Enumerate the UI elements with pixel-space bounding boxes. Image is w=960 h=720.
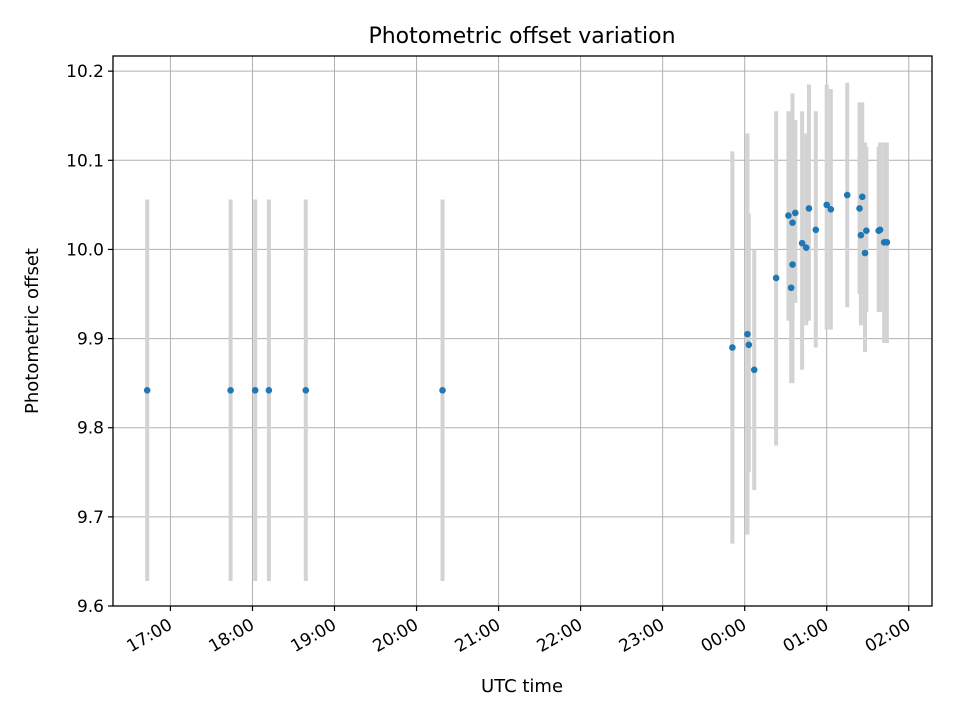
x-tick-label: 00:00	[698, 615, 750, 657]
data-point	[789, 261, 796, 268]
x-tick-label: 19:00	[288, 615, 340, 657]
y-tick-label: 10.1	[66, 151, 104, 171]
x-tick-label: 21:00	[452, 615, 504, 657]
data-point	[863, 227, 870, 235]
data-point	[789, 219, 796, 226]
y-tick-label: 9.8	[77, 419, 104, 439]
data-point	[798, 239, 806, 247]
y-tick-label: 9.9	[77, 330, 104, 350]
data-point	[227, 386, 234, 394]
plot-frame	[112, 55, 933, 607]
data-point	[843, 191, 851, 199]
data-point	[805, 205, 813, 212]
data-point	[791, 209, 799, 217]
data-point	[772, 274, 780, 282]
data-point	[812, 226, 820, 234]
data-point	[857, 231, 865, 239]
data-point	[745, 341, 753, 349]
data-point	[883, 239, 891, 246]
y-tick-label: 10.0	[66, 240, 104, 260]
data-point	[823, 201, 831, 209]
x-axis-label: UTC time	[481, 676, 563, 697]
data-point	[827, 206, 835, 213]
x-tick-label: 23:00	[616, 615, 668, 657]
data-point	[143, 386, 151, 394]
data-point	[251, 386, 259, 394]
data-point	[750, 366, 758, 374]
error-bars	[145, 82, 889, 582]
data-points	[143, 191, 891, 394]
data-point	[802, 244, 810, 251]
x-tick-label: 17:00	[123, 615, 175, 657]
y-axis-label: Photometric offset	[22, 248, 43, 414]
data-point	[439, 386, 446, 394]
x-tick-label: 01:00	[780, 615, 832, 657]
data-point	[856, 205, 863, 212]
x-axis-ticks: 17:00 18:00 19:00 20:00 21:00 22:00 23:00 00:00…	[123, 606, 914, 657]
data-point	[787, 284, 795, 292]
x-tick-label: 22:00	[534, 615, 586, 657]
y-axis-ticks: 9.6 9.7 9.8 9.9 10.0 10.1 10.2	[66, 62, 113, 617]
data-point	[785, 212, 792, 219]
x-tick-label: 02:00	[862, 615, 914, 657]
data-point	[876, 226, 884, 234]
data-point	[744, 330, 751, 338]
data-point	[861, 249, 869, 257]
chart-title: Photometric offset variation	[368, 24, 675, 49]
data-point	[858, 193, 866, 201]
data-point	[729, 344, 736, 351]
data-point	[265, 386, 273, 394]
x-tick-label: 18:00	[206, 615, 258, 657]
y-tick-label: 10.2	[66, 62, 104, 82]
y-tick-label: 9.6	[77, 597, 104, 617]
x-tick-label: 20:00	[370, 615, 422, 657]
data-point	[302, 386, 310, 394]
y-tick-label: 9.7	[77, 508, 104, 528]
